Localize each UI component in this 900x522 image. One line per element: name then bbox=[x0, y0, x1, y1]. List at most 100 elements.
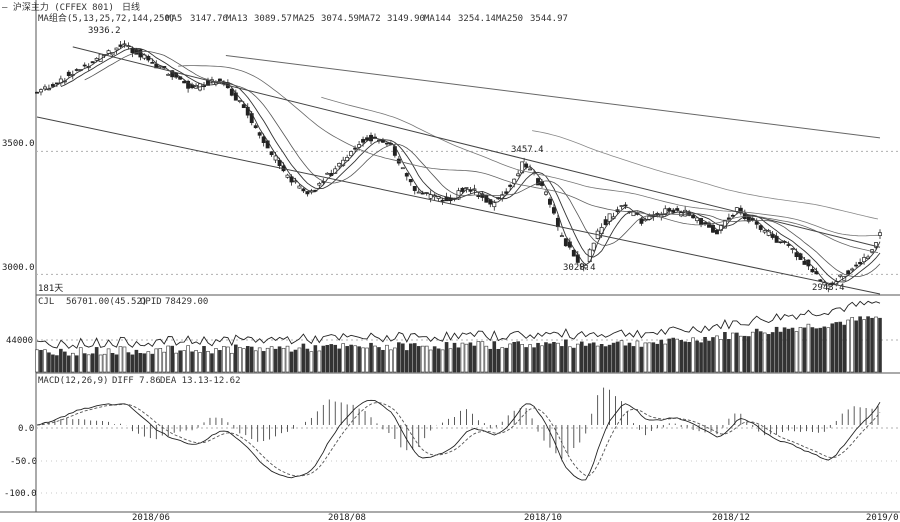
volume-bar bbox=[174, 352, 178, 373]
candle-body bbox=[559, 235, 564, 237]
candle-body bbox=[766, 230, 771, 236]
x-label-2018-06: 2018/06 bbox=[132, 513, 170, 522]
volume-bar bbox=[599, 344, 604, 373]
volume-bar bbox=[202, 346, 206, 373]
candle-body bbox=[166, 74, 171, 76]
ma-label: MA组合(5,13,25,72,144,250) bbox=[38, 12, 175, 24]
volume-bar bbox=[293, 349, 298, 373]
volume-bar bbox=[743, 335, 747, 373]
volume-bar bbox=[560, 346, 564, 373]
volume-bar bbox=[766, 334, 771, 373]
volume-bar bbox=[98, 354, 103, 373]
volume-bar bbox=[182, 350, 186, 373]
candle-body bbox=[858, 262, 863, 265]
candle-body bbox=[285, 174, 290, 178]
volume-bar bbox=[870, 317, 874, 373]
days-label: 181天 bbox=[38, 284, 63, 294]
volume-bar bbox=[118, 346, 123, 373]
volume-bar bbox=[548, 343, 552, 373]
volume-bar bbox=[416, 346, 421, 373]
volume-bar bbox=[190, 351, 194, 373]
candle-body bbox=[66, 71, 71, 76]
volume-bar bbox=[420, 345, 425, 373]
volume-bar bbox=[683, 341, 687, 373]
macd-tick-minus100: -100.0 bbox=[4, 489, 37, 499]
volume-bar bbox=[166, 345, 171, 373]
volume-bar bbox=[257, 347, 262, 373]
volume-bar bbox=[106, 348, 111, 373]
volume-bar bbox=[226, 346, 230, 373]
volume-bar bbox=[245, 346, 250, 373]
volume-bar bbox=[59, 348, 63, 373]
volume-bar bbox=[520, 344, 524, 373]
candle-body bbox=[353, 147, 358, 150]
volume-panel[interactable] bbox=[35, 300, 882, 373]
candle-body bbox=[106, 50, 111, 54]
volume-bar bbox=[55, 355, 59, 373]
volume-bar bbox=[671, 337, 676, 373]
candle-body bbox=[269, 151, 274, 156]
volume-bar bbox=[826, 327, 831, 373]
volume-bar bbox=[587, 343, 592, 373]
volume-bar bbox=[615, 341, 620, 373]
volume-bar bbox=[305, 348, 310, 373]
volume-bar bbox=[337, 348, 342, 373]
candle-body bbox=[647, 215, 652, 220]
volume-bar bbox=[647, 342, 652, 373]
volume-bar bbox=[464, 343, 469, 373]
candle-body bbox=[639, 218, 644, 224]
volume-bar bbox=[480, 341, 485, 373]
volume-bar bbox=[281, 347, 286, 373]
trendline-upper bbox=[72, 46, 881, 248]
candle-body bbox=[555, 217, 560, 228]
volume-bar bbox=[663, 343, 668, 373]
macd-panel[interactable] bbox=[36, 387, 881, 481]
volume-bar bbox=[198, 352, 202, 373]
volume-label: CJL bbox=[38, 297, 54, 307]
volume-bar bbox=[651, 342, 656, 373]
volume-bar bbox=[146, 351, 151, 373]
volume-bar bbox=[241, 348, 246, 373]
candle-body bbox=[325, 172, 330, 175]
volume-bar bbox=[261, 351, 266, 373]
candle-body bbox=[854, 264, 859, 267]
volume-bar bbox=[496, 348, 501, 373]
candle-body bbox=[50, 84, 55, 87]
volume-bar bbox=[373, 345, 377, 373]
candle-body bbox=[802, 260, 807, 265]
price-panel[interactable] bbox=[35, 40, 882, 295]
candle-body bbox=[94, 58, 99, 61]
candle-body bbox=[571, 249, 576, 257]
volume-bar bbox=[206, 351, 210, 373]
volume-bar bbox=[269, 346, 274, 373]
volume-bar bbox=[345, 346, 349, 373]
volume-bar bbox=[806, 323, 811, 373]
volume-bar bbox=[365, 347, 369, 373]
volume-bar bbox=[448, 348, 453, 373]
volume-bar bbox=[126, 352, 131, 373]
volume-bar bbox=[810, 327, 815, 373]
volume-bar bbox=[544, 342, 548, 373]
candle-body bbox=[158, 65, 163, 68]
annotation-3028: 3028.4 bbox=[563, 263, 596, 273]
volume-bar bbox=[770, 332, 775, 373]
macd-tick-0: 0.0 bbox=[18, 424, 34, 434]
opid-line bbox=[36, 300, 881, 349]
candle-body bbox=[464, 187, 469, 189]
volume-bar bbox=[786, 328, 791, 373]
volume-bar bbox=[357, 346, 361, 373]
volume-bar bbox=[667, 338, 672, 373]
candle-body bbox=[297, 185, 302, 189]
ma72-value: 3149.90 bbox=[387, 14, 425, 24]
candle-body bbox=[826, 285, 831, 289]
volume-bar bbox=[444, 342, 449, 373]
volume-bar bbox=[214, 348, 218, 373]
candle-body bbox=[754, 221, 759, 225]
candle-body bbox=[567, 241, 572, 248]
candle-body bbox=[794, 252, 799, 258]
volume-bar bbox=[540, 345, 544, 373]
volume-bar bbox=[102, 353, 107, 373]
candle-body bbox=[39, 89, 43, 93]
candle-body bbox=[257, 132, 262, 136]
